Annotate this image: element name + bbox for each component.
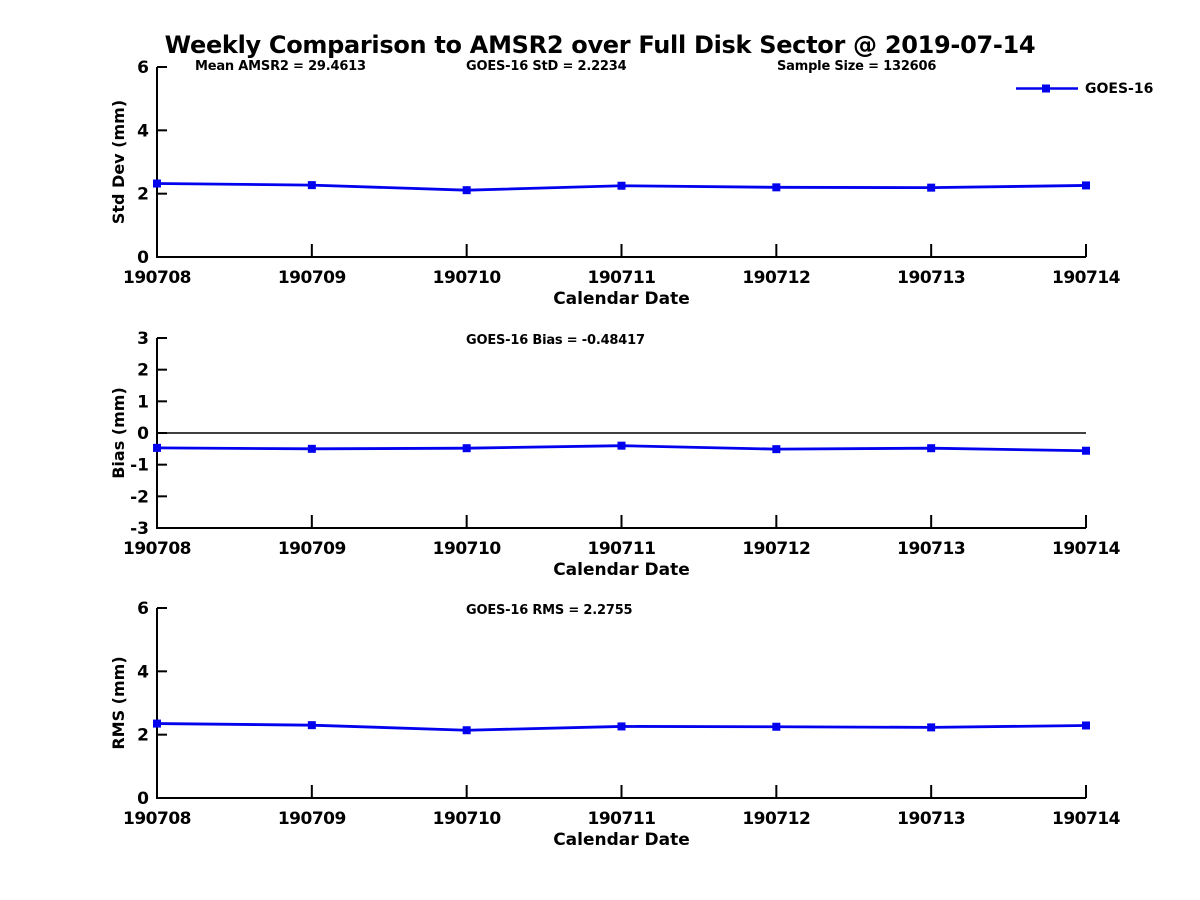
rms-subplot: 0 2 4 6 190708 190709 190710 190711 190712 190713…: [109, 599, 1121, 850]
rms-marker: [1082, 721, 1090, 730]
rms-x-tick-label: 190713: [897, 809, 965, 829]
stddev-x-tick-label: 190713: [897, 268, 965, 288]
stddev-y-tick-label: 6: [137, 58, 149, 78]
bias-subplot: -3 -2 -1 0 1 2 3 190708 190709 190710 190711 190712…: [109, 329, 1121, 580]
stddev-marker: [617, 181, 626, 190]
stddev-x-tick-label: 190708: [123, 268, 191, 288]
rms-x-tick-label: 190714: [1052, 809, 1121, 829]
bias-y-tick-label: -2: [130, 487, 149, 507]
rms-marker: [927, 723, 936, 732]
stddev-subplot: 0 2 4 6 190708 190709 190710 190711 190712 190713…: [109, 58, 1121, 309]
stddev-x-tick-label: 190711: [588, 268, 656, 288]
stddev-marker: [927, 183, 936, 192]
stddev-marker: [307, 181, 316, 190]
rms-marker: [617, 722, 626, 731]
stddev-x-tick-label: 190710: [433, 268, 502, 288]
bias-marker: [462, 444, 471, 453]
rms-marker: [307, 721, 316, 730]
bias-marker: [927, 444, 936, 453]
figure-title: Weekly Comparison to AMSR2 over Full Dis…: [164, 31, 1036, 59]
stddev-x-tick-label: 190709: [278, 268, 346, 288]
stddev-y-tick-label: 4: [137, 121, 149, 141]
bias-marker: [1082, 446, 1090, 455]
bias-x-tick-label: 190714: [1052, 539, 1121, 559]
bias-y-tick-label: 2: [137, 361, 149, 381]
rms-marker: [153, 719, 161, 728]
rms-title: GOES-16 RMS = 2.2755: [466, 603, 633, 618]
bias-marker: [617, 441, 626, 450]
bias-x-tick-label: 190710: [433, 539, 502, 559]
stddev-marker: [1082, 181, 1090, 190]
rms-y-tick-label: 4: [137, 662, 149, 682]
legend-series-label: GOES-16: [1085, 80, 1154, 97]
legend-line-marker-icon: [1016, 84, 1078, 93]
stddev-marker: [772, 183, 781, 192]
stddev-y-tick-label: 0: [137, 248, 149, 268]
rms-x-tick-label: 190711: [588, 809, 656, 829]
bias-y-tick-label: -3: [130, 519, 149, 539]
rms-marker: [462, 726, 471, 735]
bias-x-tick-label: 190711: [588, 539, 656, 559]
bias-x-tick-label: 190712: [742, 539, 810, 559]
bias-y-tick-label: -1: [130, 456, 149, 476]
stat-goes16-std: GOES-16 StD = 2.2234: [466, 59, 627, 74]
stddev-y-tick-label: 2: [137, 185, 149, 205]
bias-y-tick-label: 0: [137, 424, 149, 444]
bias-x-tick-label: 190713: [897, 539, 965, 559]
legend: GOES-16: [1016, 80, 1153, 97]
bias-title: GOES-16 Bias = -0.48417: [466, 333, 645, 348]
bias-marker: [153, 443, 161, 452]
stddev-x-tick-label: 190714: [1052, 268, 1121, 288]
rms-x-tick-label: 190710: [433, 809, 502, 829]
rms-x-tick-label: 190712: [742, 809, 810, 829]
rms-marker: [772, 722, 781, 731]
rms-y-tick-label: 2: [137, 726, 149, 746]
stddev-marker: [462, 186, 471, 195]
bias-x-tick-label: 190709: [278, 539, 346, 559]
stddev-x-tick-label: 190712: [742, 268, 810, 288]
rms-x-tick-label: 190709: [278, 809, 346, 829]
stddev-ylabel: Std Dev (mm): [109, 100, 128, 224]
bias-xlabel: Calendar Date: [553, 560, 690, 580]
stat-sample-size: Sample Size = 132606: [777, 59, 937, 74]
rms-y-tick-label: 6: [137, 599, 149, 619]
bias-x-tick-label: 190708: [123, 539, 191, 559]
rms-xlabel: Calendar Date: [553, 830, 690, 850]
bias-ylabel: Bias (mm): [109, 387, 128, 479]
bias-y-tick-label: 1: [137, 392, 149, 412]
rms-ylabel: RMS (mm): [109, 656, 128, 749]
rms-y-tick-label: 0: [137, 789, 149, 809]
bias-marker: [772, 445, 781, 454]
rms-x-tick-label: 190708: [123, 809, 191, 829]
stat-mean-amsr2: Mean AMSR2 = 29.4613: [195, 59, 366, 74]
bias-marker: [307, 444, 316, 453]
stddev-marker: [153, 179, 161, 188]
stddev-xlabel: Calendar Date: [553, 289, 690, 309]
bias-y-tick-label: 3: [137, 329, 149, 349]
